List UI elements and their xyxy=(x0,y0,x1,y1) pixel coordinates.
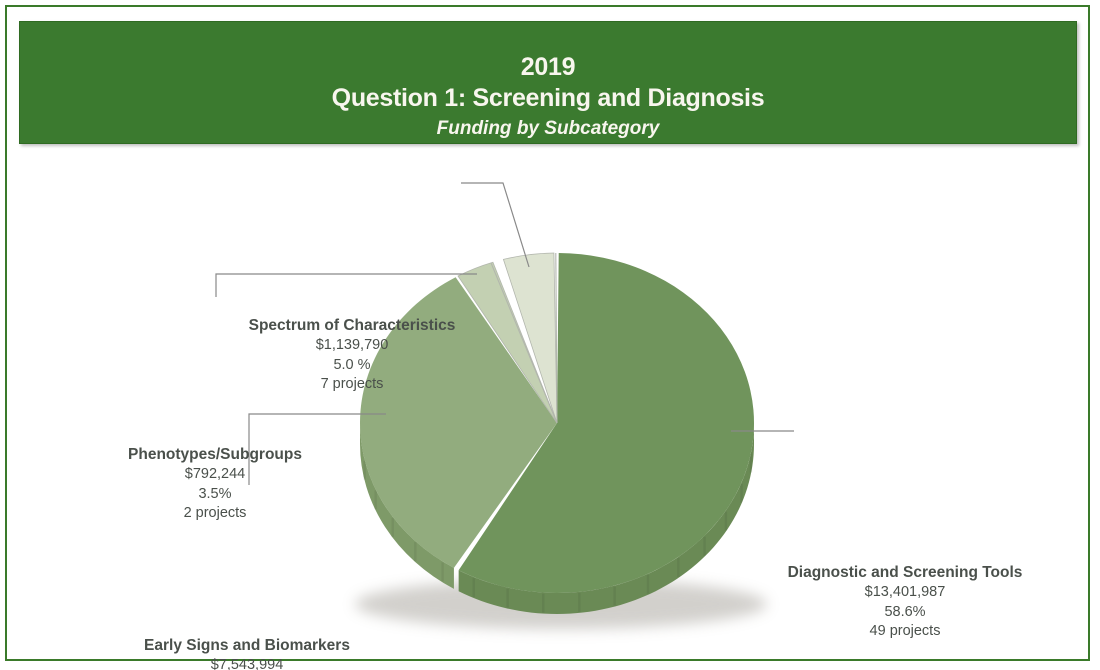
callout-diagnostic-and-screening-tools: Diagnostic and Screening Tools $13,401,9… xyxy=(788,563,1023,642)
slice-percent: 58.6% xyxy=(884,603,926,620)
header-year: 2019 xyxy=(520,53,576,81)
slice-projects: 49 projects xyxy=(869,623,941,640)
slice-label: Early Signs and Biomarkers xyxy=(144,637,350,654)
header-title: Question 1: Screening and Diagnosis xyxy=(331,84,765,112)
pie-chart-area: Spectrum of Characteristics $1,139,790 5… xyxy=(0,144,1100,670)
slice-projects: 2 projects xyxy=(183,505,247,522)
callout-early-signs-and-biomarkers: Early Signs and Biomarkers $7,543,994 33… xyxy=(144,636,350,670)
header-subtitle: Funding by Subcategory xyxy=(436,118,660,139)
callout-spectrum-of-characteristics: Spectrum of Characteristics $1,139,790 5… xyxy=(249,316,456,395)
slice-amount: $7,543,994 xyxy=(210,656,284,670)
slice-label: Phenotypes/Subgroups xyxy=(128,446,302,463)
slice-label: Diagnostic and Screening Tools xyxy=(787,564,1023,581)
slice-projects: 7 projects xyxy=(320,376,384,393)
slice-percent: 3.5% xyxy=(198,485,232,502)
pie-chart xyxy=(0,144,1100,666)
slice-amount: $1,139,790 xyxy=(315,336,389,353)
callout-phenotypes-subgroups: Phenotypes/Subgroups $792,244 3.5% 2 pro… xyxy=(128,445,302,524)
slice-amount: $13,401,987 xyxy=(864,583,946,600)
slice-percent: 5.0 % xyxy=(333,356,371,373)
slice-label: Spectrum of Characteristics xyxy=(248,317,456,334)
chart-header-banner: 2019 Question 1: Screening and Diagnosis… xyxy=(19,21,1077,144)
slice-amount: $792,244 xyxy=(184,465,246,482)
